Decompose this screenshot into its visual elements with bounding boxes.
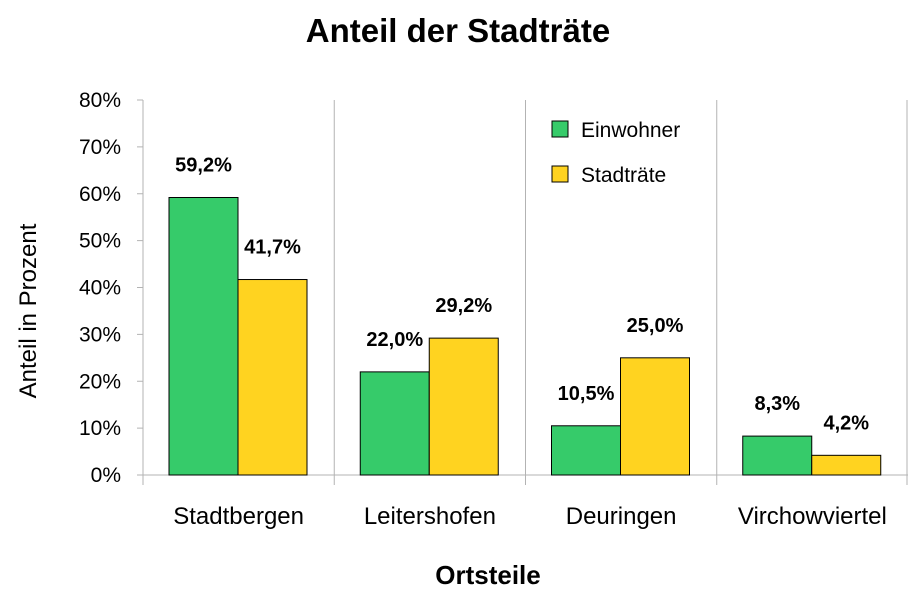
y-tick-label: 40% bbox=[79, 277, 121, 300]
y-tick-label: 20% bbox=[79, 370, 121, 393]
bar-stadtrte bbox=[428, 337, 499, 476]
x-category-label: Virchowviertel bbox=[738, 503, 887, 530]
legend-swatch bbox=[551, 165, 569, 183]
y-tick-label: 50% bbox=[79, 230, 121, 253]
data-label: 29,2% bbox=[435, 295, 492, 317]
y-tick-label: 70% bbox=[79, 136, 121, 159]
data-label: 22,0% bbox=[366, 329, 423, 351]
y-tick-label: 30% bbox=[79, 323, 121, 346]
axes: 0% 10% 20% 30% 40% 50% 60% 70% 80% Stadtbergen Lei… bbox=[79, 89, 908, 530]
y-tick-label: 0% bbox=[91, 464, 121, 487]
bar-einwohner bbox=[359, 371, 430, 476]
gridlines bbox=[333, 100, 908, 475]
y-tick-label: 10% bbox=[79, 417, 121, 440]
x-category-label: Leitershofen bbox=[364, 503, 496, 530]
data-label: 8,3% bbox=[754, 393, 800, 415]
y-tick-label: 60% bbox=[79, 183, 121, 206]
data-label: 25,0% bbox=[627, 315, 684, 337]
data-label: 4,2% bbox=[823, 412, 869, 434]
chart-title: Anteil der Stadträte bbox=[306, 12, 610, 49]
x-category-label: Stadtbergen bbox=[173, 503, 304, 530]
data-label: 41,7% bbox=[244, 237, 301, 259]
legend-label: Einwohner bbox=[581, 119, 680, 142]
legend-label: Stadträte bbox=[581, 164, 666, 187]
bars bbox=[168, 197, 882, 476]
bar-einwohner bbox=[551, 425, 621, 476]
y-axis-title: Anteil in Prozent bbox=[15, 223, 42, 398]
bar-einwohner bbox=[168, 197, 239, 476]
bar-stadtrte bbox=[620, 357, 690, 476]
bar-stadtrte bbox=[811, 454, 882, 476]
y-tick-label: 80% bbox=[79, 89, 121, 112]
bar-stadtrte bbox=[237, 279, 308, 476]
legend-swatch bbox=[551, 120, 569, 138]
bar-einwohner bbox=[742, 435, 813, 476]
x-category-label: Deuringen bbox=[566, 503, 677, 530]
data-labels: 59,2% 41,7% 22,0% 29,2% 10,5% 25,0% 8,3% 4,2% bbox=[175, 155, 869, 435]
legend: Einwohner Stadträte bbox=[551, 119, 680, 187]
data-label: 10,5% bbox=[558, 383, 615, 405]
x-axis-title: Ortsteile bbox=[435, 560, 541, 590]
data-label: 59,2% bbox=[175, 155, 232, 177]
